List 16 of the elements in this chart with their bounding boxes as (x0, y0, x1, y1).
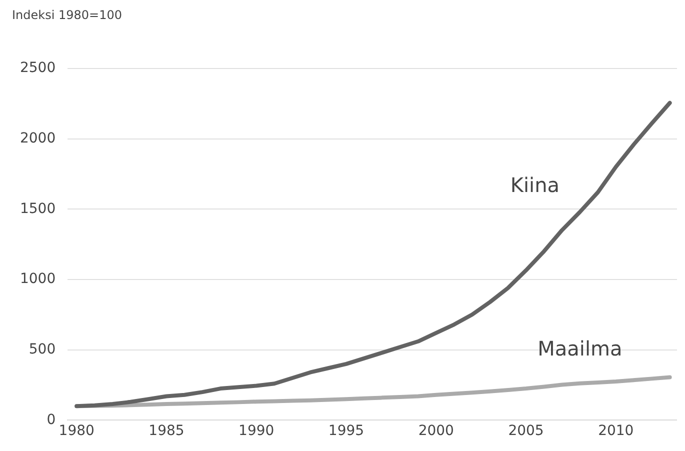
x-tick-label: 1985 (148, 423, 184, 440)
series-label: Kiina (510, 172, 560, 197)
x-tick-label: 2005 (508, 423, 544, 440)
x-tick-label: 2010 (598, 423, 634, 440)
y-axis-title: Indeksi 1980=100 (11, 8, 123, 24)
y-tick-label: 500 (28, 341, 56, 358)
y-tick-label: 1500 (20, 200, 56, 217)
x-tick-label: 1990 (238, 423, 274, 440)
y-tick-label: 0 (46, 412, 56, 428)
x-tick-label: 2000 (418, 423, 454, 440)
x-tick-label: 1995 (328, 423, 364, 440)
series-label: Maailma (538, 336, 622, 360)
x-tick-label: 1980 (58, 423, 94, 440)
y-tick-label: 2500 (20, 60, 56, 76)
y-tick-label: 2000 (20, 130, 56, 146)
y-tick-label: 1000 (20, 271, 56, 288)
